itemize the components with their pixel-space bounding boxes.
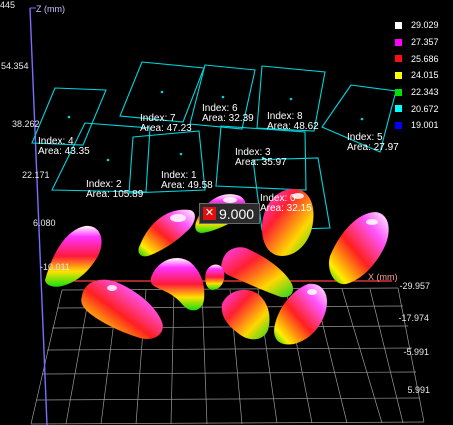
legend-value: 22.343 [411,87,439,98]
roi-area: Area: 48.62 [267,121,319,132]
roi-label-7[interactable]: Index: 7 Area: 47.23 [140,114,192,134]
blob-lower-right [273,283,328,345]
legend-swatch [395,38,402,46]
roi-index: Index: 8 [267,111,303,122]
roi-label-1[interactable]: Index: 1 Area: 49.58 [161,171,213,191]
blob-far-left [44,225,102,287]
z-tick-label: 6.080 [33,218,56,228]
close-icon[interactable]: ✕ [203,207,216,220]
legend-value: 25.686 [411,53,439,64]
z-tick-label: 54.354 [1,61,29,71]
z-tick-label: -10.011 [40,262,70,272]
roi-index: Index: 7 [140,113,176,124]
z-tick-label: 22.171 [22,170,50,180]
marker-value: 9.000 [219,205,255,222]
roi-3-outline [215,125,307,191]
blob-mid-left [150,257,205,311]
legend-value: 20.672 [411,103,439,114]
legend-entry: 22.343 [395,84,451,101]
blob-lower-center [221,289,270,340]
legend-swatch [395,121,402,129]
z-tick-label: 38.262 [12,119,40,129]
legend-swatch [395,88,402,96]
z-axis-line [29,7,48,425]
roi-1-outline [128,130,206,194]
roi-label-5[interactable]: Index: 5 Area: 27.97 [347,133,399,153]
roi-area: Area: 32.15 [260,203,312,214]
legend-swatch [395,55,402,63]
blob-highlights [107,193,378,295]
z-axis-corner-label: 445 [0,0,16,10]
blob-upper-right [261,188,314,257]
legend-swatch [395,105,402,113]
roi-area: Area: 27.97 [347,142,399,153]
roi-index: Index: 0 [260,193,296,204]
blob-upper-mid-left [138,209,196,257]
roi-area: Area: 35.97 [235,157,287,168]
roi-6-outline [189,64,256,130]
legend-entry: 20.672 [395,100,451,117]
roi-area: Area: 49.58 [161,180,213,191]
roi-4-outline [31,87,107,146]
legend-entry: 27.357 [395,34,451,51]
legend-swatch [395,21,402,29]
roi-area: Area: 47.23 [140,123,192,134]
roi-label-8[interactable]: Index: 8 Area: 48.62 [267,112,319,132]
color-legend: 29.029 27.357 25.686 24.015 22.343 20.67… [395,17,451,134]
roi-label-0[interactable]: Index: 0 Area: 32.15 [260,194,312,214]
y-tick-label: 5.991 [407,385,430,395]
roi-5-outline [321,84,397,153]
legend-value: 24.015 [411,70,439,81]
roi-index: Index: 1 [161,170,197,181]
legend-entry: 25.686 [395,50,451,67]
roi-area: Area: 32.39 [202,113,254,124]
roi-label-4[interactable]: Index: 4 Area: 43.35 [38,137,90,157]
roi-label-3[interactable]: Index: 3 Area: 35.97 [235,148,287,168]
blob-small-center [205,264,225,291]
roi-7-outline [119,61,205,123]
blob-far-right [328,211,389,285]
y-tick-label: -17.974 [398,313,429,323]
roi-8-outline [256,65,326,132]
roi-index: Index: 3 [235,147,271,158]
legend-entry: 24.015 [395,67,451,84]
y-tick-label: -5.991 [403,347,429,357]
measurement-marker[interactable]: ✕ 9.000 [199,203,261,224]
roi-area: Area: 43.35 [38,146,90,157]
legend-value: 27.357 [411,37,439,48]
x-axis-title: X (mm) [368,272,398,282]
legend-swatch [395,71,402,79]
roi-label-6[interactable]: Index: 6 Area: 32.39 [202,104,254,124]
legend-entry: 29.029 [395,17,451,34]
legend-value: 29.029 [411,20,439,31]
legend-value: 19.001 [411,120,439,131]
blob-mid-center [221,247,294,298]
blob-lower-left [81,279,163,340]
y-tick-label: -29.957 [399,281,430,291]
roi-index: Index: 2 [86,179,122,190]
z-axis-title: Z (mm) [36,4,65,14]
roi-index: Index: 5 [347,132,383,143]
roi-label-2[interactable]: Index: 2 Area: 105.89 [86,180,143,200]
roi-outlines [31,61,397,231]
roi-index: Index: 4 [38,136,74,147]
legend-entry: 19.001 [395,117,451,134]
roi-area: Area: 105.89 [86,189,144,200]
roi-index: Index: 6 [202,103,238,114]
